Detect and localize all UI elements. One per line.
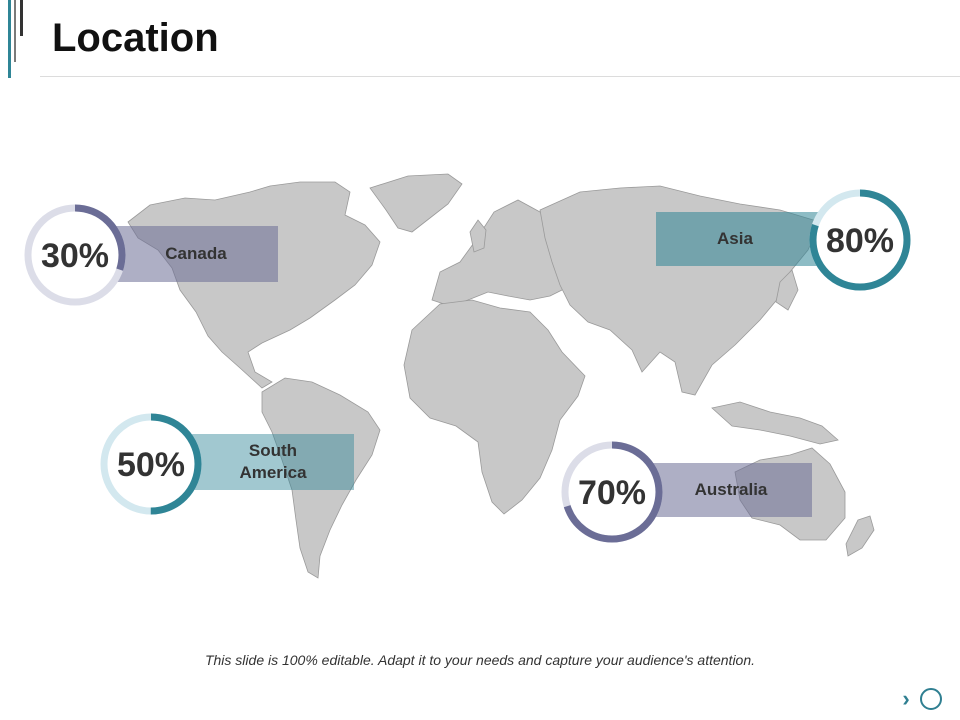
indonesia-shape <box>711 401 839 445</box>
ring-asia: 80% <box>809 189 911 291</box>
ring-progress-arc <box>561 441 663 543</box>
label-australia: Australia <box>694 479 768 499</box>
label-box-asia: Asia <box>656 212 832 266</box>
greenland-shape <box>369 173 463 233</box>
label-south-america: South America <box>239 440 307 482</box>
percent-label: 70% <box>578 474 646 512</box>
ring-background <box>104 417 198 511</box>
ring-background <box>813 193 907 287</box>
accent-bar-teal <box>8 0 11 78</box>
ring-background <box>565 445 659 539</box>
north-america-shape <box>127 181 381 389</box>
footer-note: This slide is 100% editable. Adapt it to… <box>204 652 756 668</box>
ring-progress-arc <box>24 204 126 306</box>
title-divider <box>40 76 960 77</box>
ring-progress-arc <box>809 189 911 291</box>
percent-label: 80% <box>826 222 894 260</box>
ring-australia: 70% <box>561 441 663 543</box>
ring-south-america: 50% <box>100 413 202 515</box>
percent-label: 50% <box>117 446 185 484</box>
ring-canada: 30% <box>24 204 126 306</box>
label-box-australia: Australia <box>650 463 812 517</box>
japan-shape <box>775 269 799 311</box>
new-zealand-shape <box>845 515 875 557</box>
accent-bar-dark <box>20 0 23 36</box>
label-asia: Asia <box>717 228 753 248</box>
uk-shape <box>469 219 487 253</box>
south-america-shape <box>261 377 381 579</box>
ring-background <box>28 208 122 302</box>
label-box-canada: Canada <box>114 226 278 282</box>
accent-bar-gray <box>14 0 16 62</box>
nav-circle-button[interactable] <box>920 688 942 710</box>
label-box-south-america: South America <box>192 434 354 490</box>
ring-progress-arc <box>100 413 202 515</box>
chevron-right-icon[interactable]: › <box>902 686 910 711</box>
africa-shape <box>403 299 586 515</box>
percent-label: 30% <box>41 237 109 275</box>
page-title: Location <box>52 16 219 60</box>
label-canada: Canada <box>165 243 227 263</box>
